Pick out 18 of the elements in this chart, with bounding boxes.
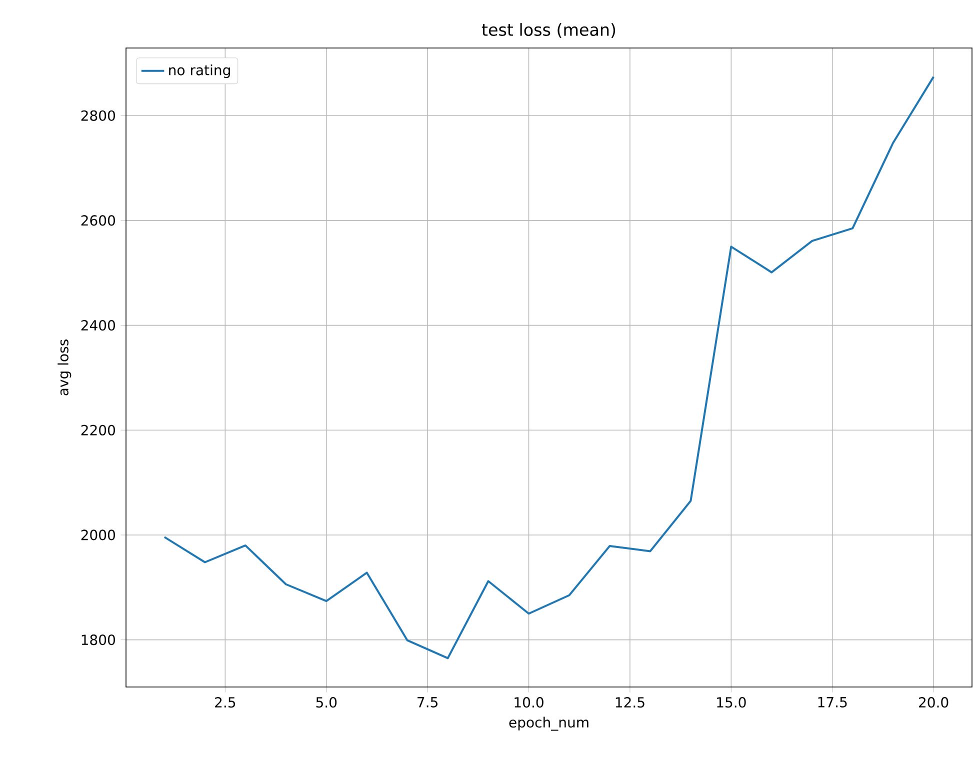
y-tick-label: 2600 — [81, 215, 116, 226]
y-tick-label: 1800 — [82, 634, 116, 646]
chart-title: test loss (mean) — [482, 23, 616, 38]
y-tick-label: 2000 — [81, 530, 116, 540]
x-tick-label: 12.5 — [616, 697, 644, 708]
x-tick-label: 20.0 — [918, 697, 948, 708]
y-tick-label: 2400 — [81, 320, 116, 331]
x-tick-label: 7.5 — [418, 697, 438, 708]
x-tick-label: 17.5 — [818, 697, 847, 708]
y-axis-title: avg loss — [58, 340, 72, 396]
x-tick-label: 15.0 — [717, 697, 746, 708]
x-tick-label: 5.0 — [316, 697, 337, 708]
x-axis-title: epoch_num — [509, 716, 588, 731]
x-tick-label: 2.5 — [215, 697, 236, 708]
y-tick-label: 2800 — [81, 110, 116, 121]
legend-label: no rating — [169, 64, 230, 78]
y-tick-label: 2200 — [81, 424, 116, 436]
x-tick-label: 10.0 — [514, 697, 544, 708]
